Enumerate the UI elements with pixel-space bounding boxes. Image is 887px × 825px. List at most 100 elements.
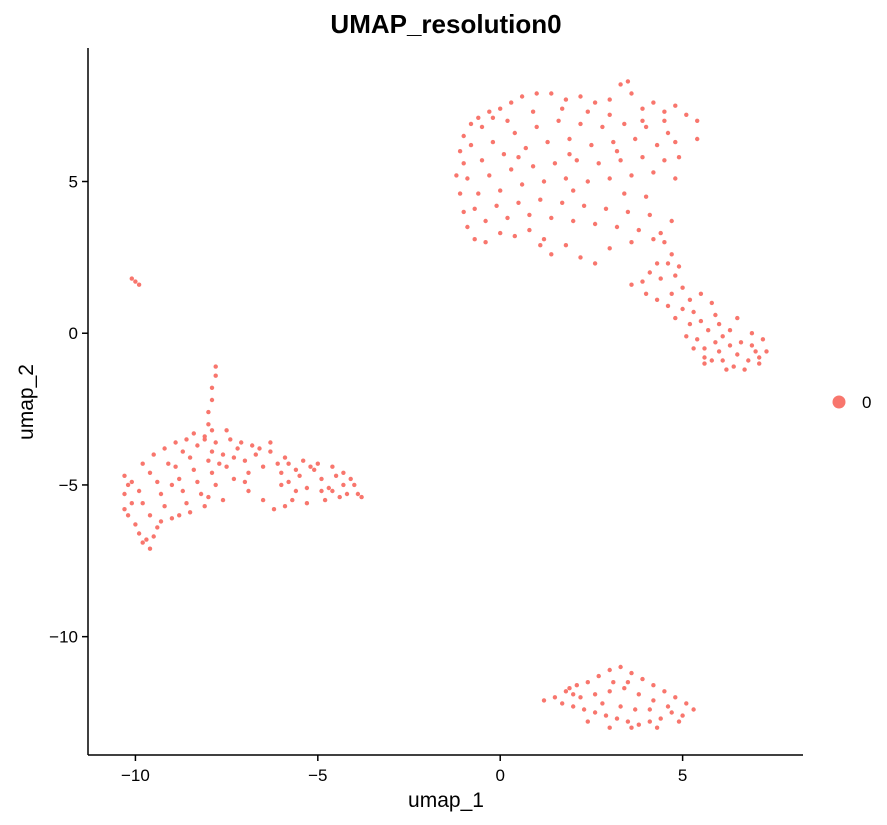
data-point	[662, 689, 667, 694]
data-point	[552, 695, 558, 700]
data-point	[173, 440, 178, 445]
data-point	[622, 686, 627, 691]
data-point	[490, 139, 496, 145]
data-point	[574, 158, 579, 163]
data-point	[680, 713, 685, 718]
data-point	[673, 695, 678, 700]
data-point	[136, 488, 142, 494]
data-point	[633, 136, 638, 142]
data-point	[720, 334, 725, 339]
data-point	[709, 358, 714, 363]
data-point	[330, 464, 335, 469]
data-point	[585, 680, 590, 685]
data-point	[209, 449, 215, 454]
data-point	[665, 704, 671, 709]
data-point	[629, 240, 634, 245]
data-point	[195, 443, 200, 448]
data-point	[600, 701, 605, 706]
data-point	[585, 109, 590, 114]
data-point	[512, 233, 517, 239]
data-point	[658, 230, 663, 236]
data-point	[676, 155, 682, 160]
data-point	[673, 315, 678, 321]
data-point	[607, 112, 612, 118]
data-point	[578, 94, 583, 99]
data-point	[742, 367, 747, 372]
legend-key-0	[832, 395, 846, 409]
data-point	[563, 243, 569, 248]
data-point	[509, 100, 514, 105]
data-point	[122, 473, 127, 478]
data-point	[341, 482, 346, 488]
data-point	[158, 491, 164, 497]
data-point	[242, 458, 248, 463]
data-point	[487, 109, 492, 114]
data-point	[461, 133, 466, 139]
data-point	[271, 507, 277, 512]
data-point	[476, 191, 481, 196]
data-point	[180, 488, 185, 494]
data-point	[691, 309, 696, 315]
data-point	[607, 667, 612, 673]
data-point	[348, 476, 353, 482]
data-point	[279, 482, 284, 488]
data-point	[468, 121, 474, 127]
data-point	[589, 142, 594, 148]
data-point	[563, 97, 569, 102]
data-point	[592, 710, 598, 715]
data-point	[574, 683, 579, 688]
data-point	[304, 501, 310, 506]
data-point	[757, 355, 762, 360]
data-point	[140, 461, 145, 466]
data-point	[676, 264, 682, 269]
data-point	[498, 230, 503, 236]
data-point	[228, 437, 233, 442]
data-point	[209, 470, 215, 475]
data-point	[665, 130, 671, 136]
data-point	[260, 497, 266, 503]
data-point	[706, 328, 711, 333]
data-point	[301, 458, 306, 463]
data-point	[625, 209, 631, 215]
data-point	[538, 197, 543, 202]
data-point	[184, 501, 189, 506]
data-point	[567, 152, 572, 157]
data-point	[746, 358, 751, 363]
data-point	[695, 118, 700, 124]
data-point	[640, 118, 645, 124]
y-axis-title: umap_2	[15, 364, 38, 440]
data-point	[651, 683, 656, 688]
data-point	[636, 692, 641, 697]
data-point	[231, 476, 237, 482]
data-point	[282, 455, 288, 460]
data-point	[315, 461, 320, 466]
data-point	[177, 513, 182, 518]
data-point	[760, 337, 766, 342]
data-point	[483, 218, 488, 224]
data-point	[191, 467, 196, 472]
data-point	[658, 716, 663, 721]
data-point	[647, 212, 652, 218]
data-point	[709, 300, 714, 306]
data-point	[209, 397, 215, 403]
data-point	[643, 124, 649, 130]
data-point	[552, 161, 558, 166]
data-point	[140, 501, 145, 506]
data-point	[213, 440, 218, 445]
data-point	[611, 139, 616, 145]
data-point	[669, 252, 674, 257]
data-point	[479, 124, 485, 130]
data-point	[505, 118, 510, 124]
data-point	[213, 373, 218, 378]
data-point	[625, 680, 631, 685]
data-point	[297, 473, 302, 478]
data-point	[673, 273, 678, 278]
data-point	[735, 352, 740, 357]
data-point	[556, 118, 561, 124]
data-point	[607, 176, 612, 181]
data-point	[319, 488, 324, 494]
data-point	[286, 461, 291, 466]
data-point	[319, 476, 324, 482]
data-point	[257, 446, 262, 451]
data-point	[454, 173, 459, 178]
